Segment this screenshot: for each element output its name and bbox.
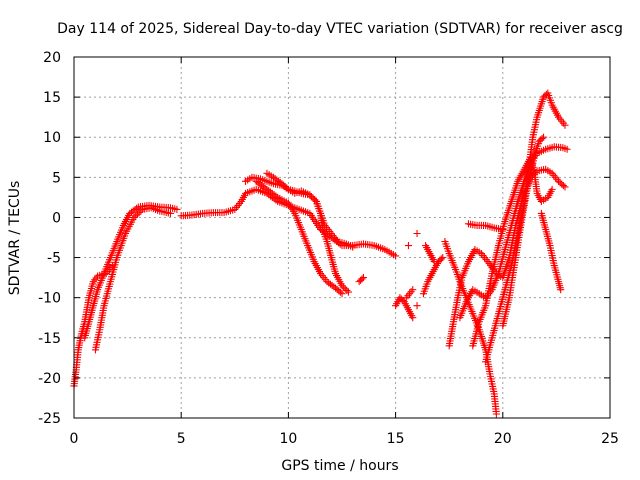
grid-lines [74,57,610,418]
data-points [70,89,571,418]
x-tick-label: 25 [601,431,619,447]
data-point-marker [439,254,447,262]
x-tick-label: 15 [387,431,405,447]
x-axis-label: GPS time / hours [281,458,398,474]
data-point-marker [538,135,546,143]
series-arc-10 [402,286,417,302]
data-point-marker [563,145,571,153]
data-point-marker [557,286,565,294]
series-arc-3 [91,204,175,354]
y-tick-labels: -25 -20 -15 -10 -5 0 5 10 15 20 [38,50,61,427]
data-point-marker [492,410,500,418]
x-tick-label: 5 [177,431,186,447]
y-tick-label: 10 [43,130,61,146]
data-point-marker [413,229,421,238]
series-arc-8 [355,274,367,286]
y-tick-label: 15 [43,90,61,106]
series-arc-13 [413,229,421,238]
data-point-marker [166,209,175,217]
data-point-marker [537,136,545,144]
axis-ticks [73,56,611,419]
data-point-marker [404,241,413,250]
data-point-marker [548,185,556,193]
x-tick-label: 0 [70,431,79,447]
series-arc-6 [263,169,352,296]
data-point-marker [396,294,404,302]
data-point-marker [355,278,363,286]
series-arc-15 [422,241,438,266]
series-arc-19 [469,153,556,350]
data-point-marker [397,295,405,303]
data-point-marker [359,274,367,282]
y-tick-label: 0 [52,210,61,226]
series-arc-9 [392,294,417,322]
series-arc-21 [464,220,507,234]
data-point-marker [430,258,438,266]
data-point-marker [409,314,417,322]
series-arc-12 [404,241,413,250]
data-point-marker [409,286,417,294]
x-tick-label: 20 [494,431,512,447]
data-point-marker [344,288,352,296]
series-arc-14 [419,254,447,298]
y-tick-label: 20 [43,50,61,66]
y-tick-label: 5 [52,170,61,186]
data-point-marker [561,183,569,191]
data-point-marker [338,290,346,298]
data-point-marker [561,121,569,129]
y-tick-label: -15 [38,331,61,347]
data-point-marker [436,256,444,264]
y-tick-label: -25 [38,411,61,427]
series-arc-16 [445,165,569,350]
x-tick-label: 10 [279,431,297,447]
data-point-marker [499,225,507,234]
series-arc-23 [537,209,565,294]
data-point-marker [349,243,357,251]
data-point-marker [437,255,445,263]
y-axis-label: SDTVAR / TECUs [7,181,23,296]
series-arc-22 [499,133,548,330]
y-tick-label: -10 [38,291,61,307]
data-point-marker [357,276,365,284]
data-point-marker [535,137,543,145]
series-arc-7 [252,177,346,298]
data-point-marker [539,133,548,141]
chart-title: Day 114 of 2025, Sidereal Day-to-day VTE… [57,21,623,37]
series-arc-11 [413,302,421,310]
data-point-marker [413,302,421,310]
x-tick-labels: 0 5 10 15 20 25 [70,431,619,447]
plot-frame [73,56,611,419]
y-tick-label: -5 [47,251,61,267]
data-point-marker [358,275,366,283]
data-point-marker [173,205,181,213]
y-tick-label: -20 [38,371,61,387]
data-point-marker [539,93,548,101]
data-point-marker [392,252,400,260]
